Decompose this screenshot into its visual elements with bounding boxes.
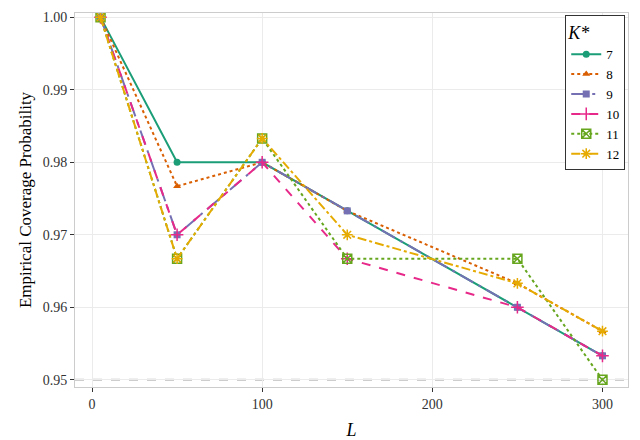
- svg-text:K*: K*: [567, 23, 589, 43]
- svg-text:0.97: 0.97: [43, 228, 68, 243]
- svg-text:12: 12: [606, 147, 619, 162]
- svg-text:9: 9: [606, 87, 613, 102]
- svg-text:8: 8: [606, 67, 613, 82]
- svg-text:L: L: [345, 420, 356, 440]
- svg-text:0.99: 0.99: [43, 83, 68, 98]
- svg-text:0.95: 0.95: [43, 373, 68, 388]
- svg-text:100: 100: [252, 397, 273, 412]
- svg-text:1.00: 1.00: [43, 10, 68, 25]
- svg-text:0: 0: [89, 397, 96, 412]
- svg-text:Empirical Coverage Probability: Empirical Coverage Probability: [16, 91, 35, 308]
- svg-text:7: 7: [606, 47, 613, 62]
- svg-text:10: 10: [606, 107, 619, 122]
- svg-text:200: 200: [422, 397, 443, 412]
- svg-text:0.98: 0.98: [43, 155, 68, 170]
- svg-text:0.96: 0.96: [43, 300, 68, 315]
- svg-text:11: 11: [606, 127, 619, 142]
- svg-text:300: 300: [592, 397, 613, 412]
